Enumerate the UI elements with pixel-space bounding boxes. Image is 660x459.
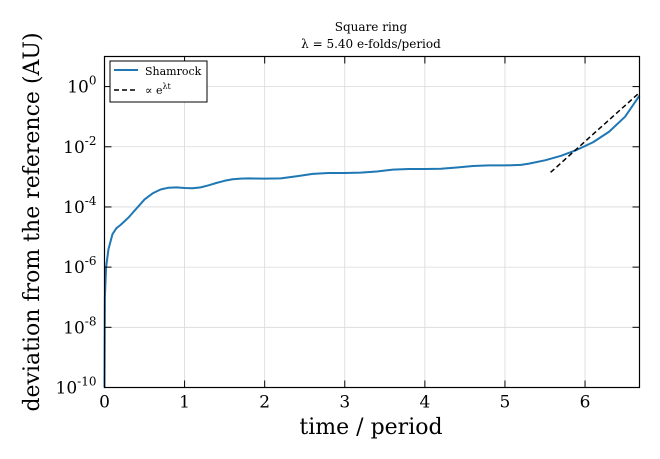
x-tick-label: 5: [500, 393, 511, 413]
y-tick-label: 100: [67, 74, 96, 98]
plot-frame: [103, 55, 641, 389]
series-line-exponential-fit: [550, 92, 641, 173]
chart-title: Square ring: [335, 20, 408, 34]
y-tick-label-base: 10: [63, 258, 85, 278]
y-tick-label: 10-6: [63, 254, 96, 278]
y-tick-label: 10-10: [56, 375, 97, 399]
legend: Shamrock ∝ eλt: [109, 60, 208, 103]
y-tick-label: 10-8: [63, 314, 96, 338]
y-tick-label-exp: -10: [77, 375, 96, 389]
y-tick-label: 10-2: [63, 134, 96, 158]
x-tick-label: 1: [179, 393, 190, 413]
y-tick-label-exp: -6: [85, 254, 97, 268]
y-tick-label-exp: -4: [85, 194, 97, 208]
y-tick-label-base: 10: [67, 78, 89, 98]
y-tick-label-exp: -2: [85, 134, 97, 148]
y-tick-label-exp: 0: [89, 74, 97, 88]
y-tick-label-base: 10: [63, 138, 85, 158]
x-tick-label: 6: [580, 393, 591, 413]
y-axis-label: deviation from the reference (AU): [20, 32, 45, 411]
chart-subtitle: λ = 5.40 e-folds/period: [301, 37, 441, 51]
plot-series: [103, 92, 641, 388]
legend-label-shamrock: Shamrock: [145, 65, 202, 78]
legend-label-exponential-base: ∝ e: [145, 84, 162, 97]
x-tick-label: 3: [339, 393, 350, 413]
y-tick-label-exp: -8: [85, 314, 97, 328]
x-axis-label: time / period: [299, 415, 442, 440]
y-tick-label: 10-4: [63, 194, 97, 218]
x-tick-label: 0: [99, 393, 110, 413]
legend-box: [109, 60, 208, 103]
x-tick-label: 2: [259, 393, 270, 413]
x-tick-label: 4: [419, 393, 430, 413]
legend-label-exponential: ∝ eλt: [145, 82, 172, 97]
series-line-shamrock: [103, 95, 641, 388]
y-tick-label-base: 10: [56, 379, 78, 399]
legend-label-exponential-exp: λt: [162, 82, 171, 91]
y-tick-label-base: 10: [63, 198, 85, 218]
y-tick-label-base: 10: [63, 318, 85, 338]
grid: [104, 56, 640, 388]
